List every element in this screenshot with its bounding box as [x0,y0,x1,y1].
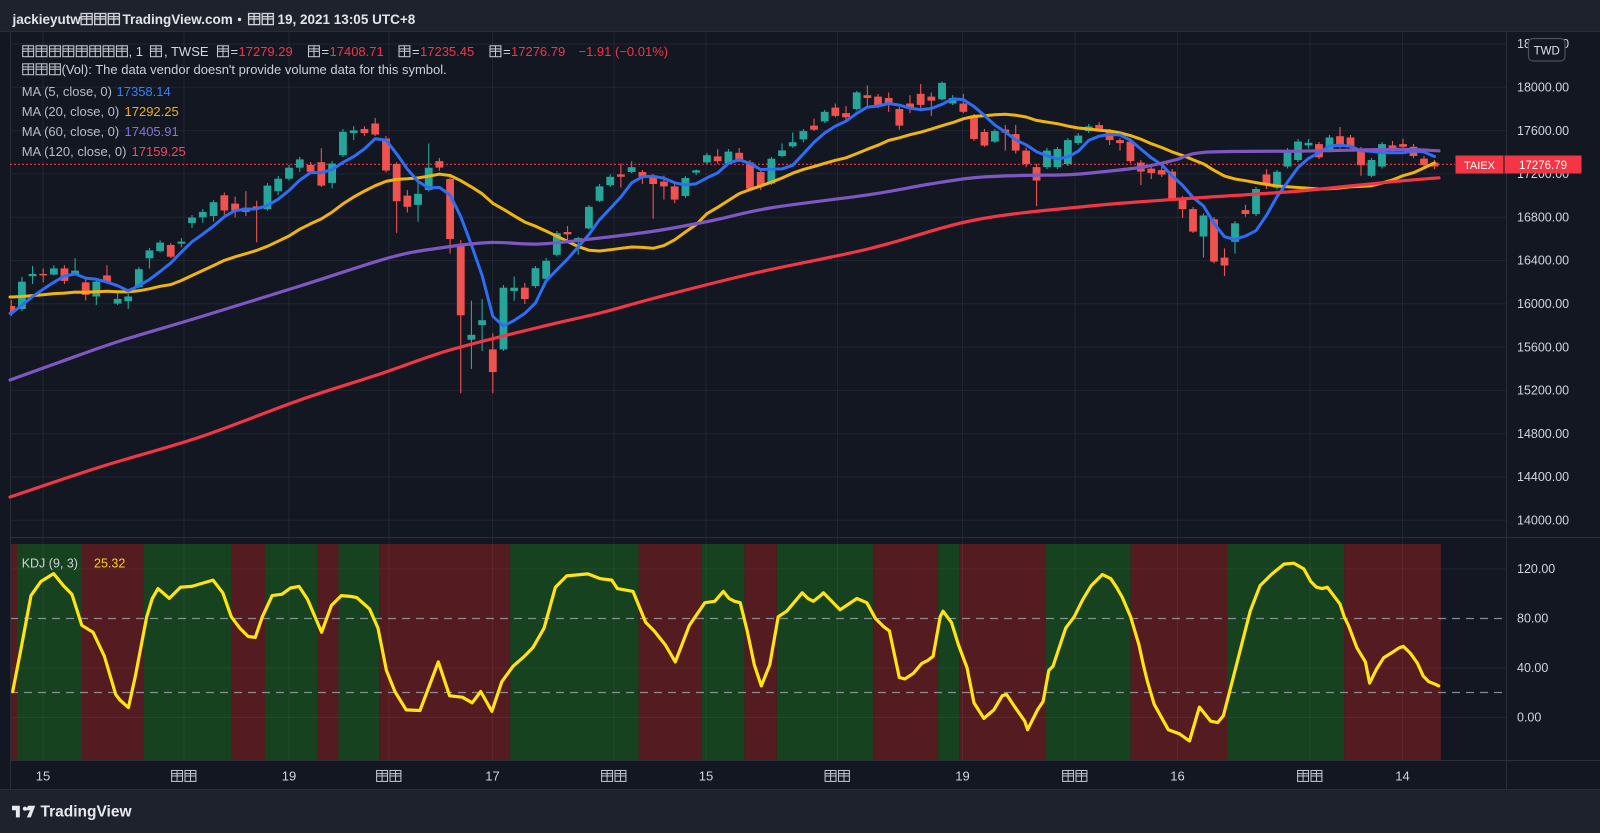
svg-text:17292.25: 17292.25 [125,104,179,119]
svg-text:14400.00: 14400.00 [1517,470,1569,484]
svg-text:=: = [322,44,330,59]
svg-text:19: 19 [282,769,296,784]
svg-text:MA (5, close, 0): MA (5, close, 0) [22,84,112,99]
svg-text:15: 15 [699,769,713,784]
svg-text:jackieyutw: jackieyutw [12,12,82,27]
svg-text:15600.00: 15600.00 [1517,340,1569,354]
svg-text:TAIEX: TAIEX [1464,160,1496,172]
svg-text:16: 16 [1170,769,1184,784]
svg-text:25.32: 25.32 [94,557,125,571]
svg-text:17159.25: 17159.25 [132,144,186,159]
svg-text:17405.91: 17405.91 [125,124,179,139]
svg-text:15200.00: 15200.00 [1517,384,1569,398]
svg-text:120.00: 120.00 [1517,562,1555,576]
svg-text:80.00: 80.00 [1517,612,1548,626]
svg-text:17600.00: 17600.00 [1517,124,1569,138]
svg-text:MA (60, close, 0): MA (60, close, 0) [22,124,120,139]
svg-text:17235.45: 17235.45 [420,44,474,59]
svg-text:16800.00: 16800.00 [1517,210,1569,224]
svg-text:(Vol): The data vendor doesn't: (Vol): The data vendor doesn't provide v… [62,62,447,77]
svg-text:=: = [412,44,420,59]
svg-text:17408.71: 17408.71 [330,44,384,59]
svg-text:14000.00: 14000.00 [1517,514,1569,528]
svg-text:18000.00: 18000.00 [1517,81,1569,95]
svg-text:0.00: 0.00 [1517,711,1541,725]
svg-text:17358.14: 17358.14 [117,84,171,99]
svg-text:=: = [231,44,239,59]
svg-text:17276.79: 17276.79 [511,44,565,59]
svg-text:MA (20, close, 0): MA (20, close, 0) [22,104,120,119]
svg-text:14800.00: 14800.00 [1517,427,1569,441]
svg-text:14: 14 [1395,769,1409,784]
svg-text:, TWSE: , TWSE [164,44,209,59]
svg-text:15: 15 [36,769,50,784]
svg-text:TWD: TWD [1534,45,1560,57]
svg-text:19: 19 [955,769,969,784]
svg-text:TradingView.com: TradingView.com [123,12,233,27]
svg-text:16000.00: 16000.00 [1517,297,1569,311]
svg-text:17: 17 [485,769,499,784]
svg-text:−1.91 (−0.01%): −1.91 (−0.01%) [579,44,669,59]
svg-text:17276.79: 17276.79 [1519,160,1567,172]
svg-text:19, 2021 13:05 UTC+8: 19, 2021 13:05 UTC+8 [278,12,416,27]
svg-text:, 1: , 1 [129,44,143,59]
svg-text:40.00: 40.00 [1517,661,1548,675]
svg-text:TradingView: TradingView [41,804,133,821]
svg-text:MA (120, close, 0): MA (120, close, 0) [22,144,127,159]
svg-text:16400.00: 16400.00 [1517,254,1569,268]
svg-text:17279.29: 17279.29 [239,44,293,59]
svg-text:KDJ (9, 3): KDJ (9, 3) [22,557,78,571]
svg-text:=: = [503,44,511,59]
